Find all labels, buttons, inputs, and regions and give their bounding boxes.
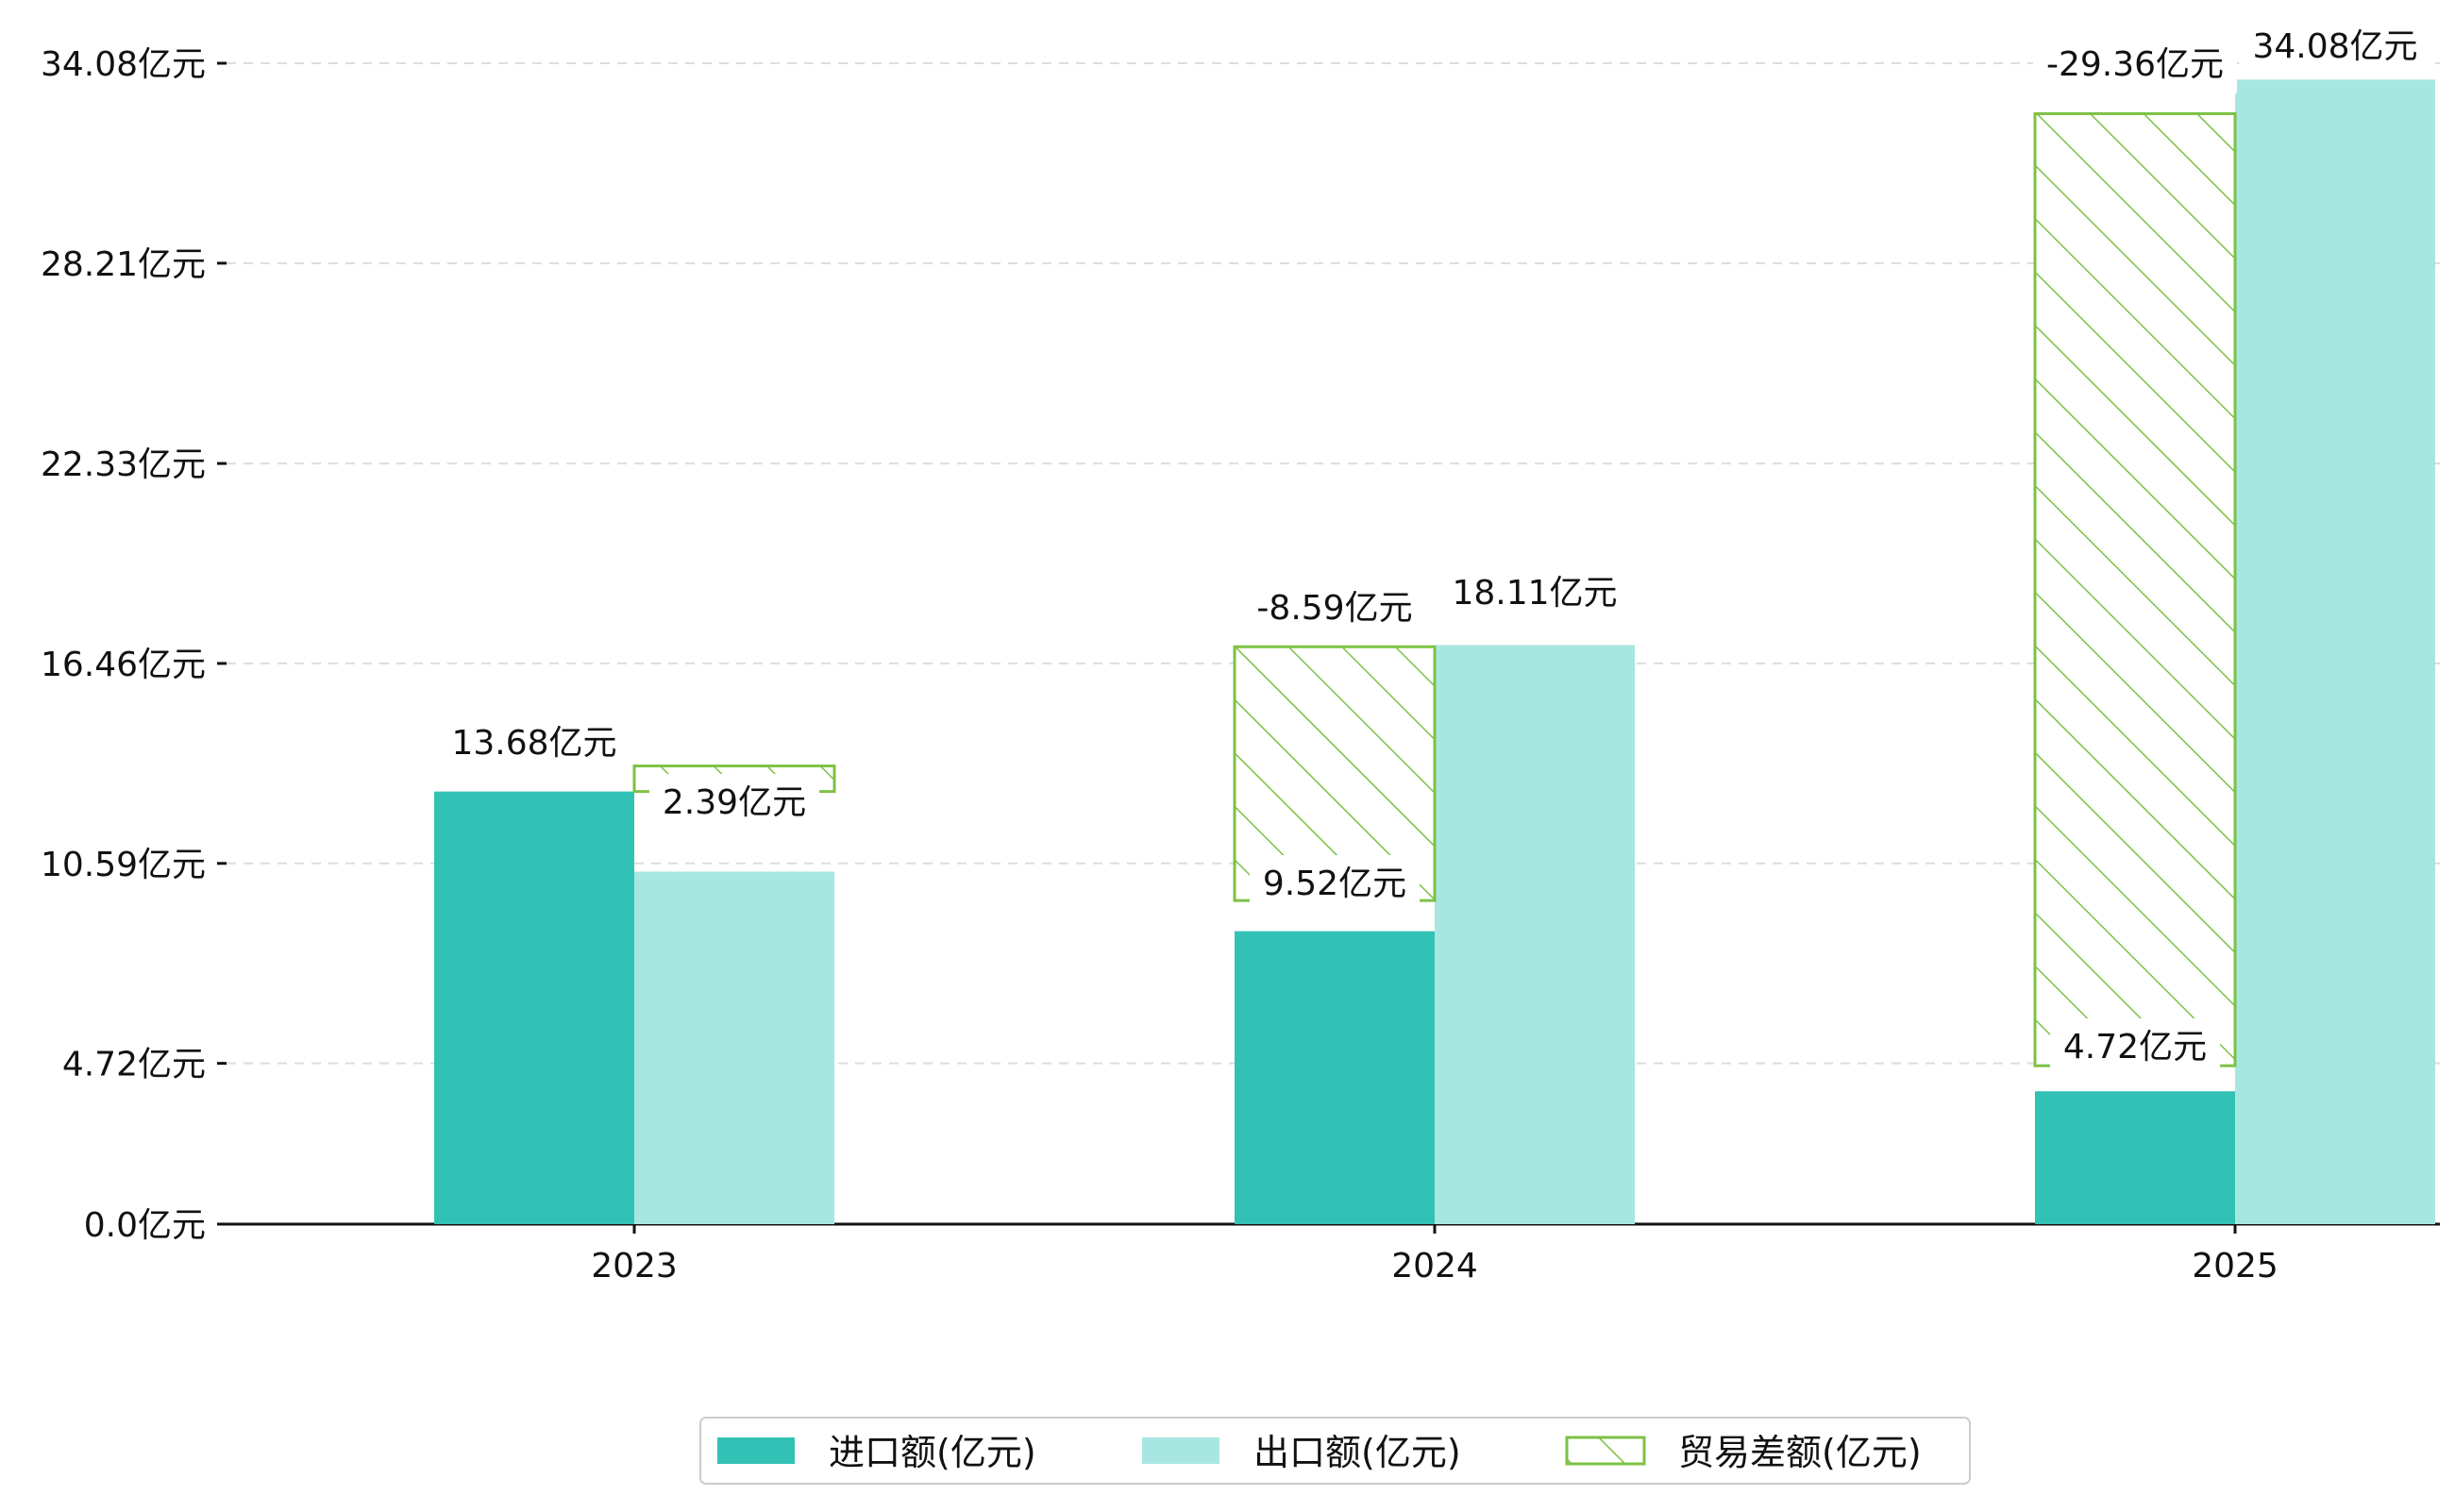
x-tick-label: 2023 bbox=[591, 1247, 678, 1285]
export-bar bbox=[634, 871, 834, 1224]
import-value-label: 13.68亿元 bbox=[438, 714, 631, 772]
legend-item: 贸易差额(亿元) bbox=[1565, 1432, 1922, 1473]
import-value-label-text: 9.52亿元 bbox=[1263, 865, 1406, 903]
value-labels: 13.68亿元 2.39亿元 9.52亿元 18.11亿元 -8.59亿元 4.72亿元 3… bbox=[438, 18, 2431, 1076]
legend-label: 进口额(亿元) bbox=[829, 1432, 1036, 1473]
balance-bar bbox=[2033, 111, 2237, 1067]
balance-value-label-bg bbox=[1243, 580, 1426, 637]
y-tick-label: 10.59亿元 bbox=[41, 846, 206, 884]
import-value-label-bg bbox=[2049, 1018, 2221, 1076]
x-axis: 2023 2024 2025 bbox=[591, 1224, 2278, 1285]
legend: 进口额(亿元) 出口额(亿元) 贸易差额(亿元) bbox=[699, 1417, 1971, 1485]
x-tick-label: 2024 bbox=[1391, 1247, 1478, 1285]
import-value-label-bg bbox=[438, 714, 631, 772]
balance-value-label-bg bbox=[2032, 36, 2238, 93]
export-value-label-text: 18.11亿元 bbox=[1452, 574, 1617, 613]
import-bar bbox=[2035, 1091, 2235, 1224]
export-value-label-text: 2.39亿元 bbox=[663, 783, 806, 822]
legend-item: 出口额(亿元) bbox=[1142, 1432, 1461, 1473]
import-bar bbox=[434, 791, 634, 1224]
balance-value-label-text: -29.36亿元 bbox=[2046, 45, 2224, 84]
balance-value-label: -29.36亿元 bbox=[2032, 36, 2238, 93]
y-tick-label: 34.08亿元 bbox=[41, 45, 206, 84]
y-tick-label: 4.72亿元 bbox=[62, 1046, 206, 1084]
import-value-label-text: 13.68亿元 bbox=[451, 724, 616, 763]
export-value-label: 34.08亿元 bbox=[2239, 18, 2431, 76]
legend-box bbox=[699, 1417, 1971, 1485]
import-value-label-text: 4.72亿元 bbox=[2063, 1028, 2207, 1067]
hatched-swatch-icon bbox=[1565, 1436, 1646, 1466]
y-axis: 0.0亿元 4.72亿元 10.59亿元 16.46亿元 22.33亿元 28.21亿元 3… bbox=[41, 45, 227, 1245]
import-value-label: 4.72亿元 bbox=[2049, 1018, 2221, 1076]
y-tick-label: 22.33亿元 bbox=[41, 445, 206, 484]
y-tick-label: 28.21亿元 bbox=[41, 245, 206, 284]
export-value-label: 18.11亿元 bbox=[1438, 564, 1631, 622]
import-value-label: 9.52亿元 bbox=[1249, 855, 1421, 913]
bars bbox=[434, 79, 2435, 1224]
balance-value-label: -8.59亿元 bbox=[1243, 580, 1426, 637]
export-value-label-bg bbox=[648, 774, 820, 832]
legend-label: 出口额(亿元) bbox=[1253, 1432, 1461, 1473]
export-value-label-text: 34.08亿元 bbox=[2252, 27, 2417, 66]
export-bar bbox=[1435, 645, 1635, 1224]
import-value-label-bg bbox=[1249, 855, 1421, 913]
teal-swatch-icon bbox=[717, 1437, 795, 1464]
legend-item: 进口额(亿元) bbox=[717, 1432, 1036, 1473]
x-tick-label: 2025 bbox=[2192, 1247, 2278, 1285]
export-value-label-bg bbox=[2239, 18, 2431, 76]
y-tick-label: 0.0亿元 bbox=[84, 1206, 206, 1245]
y-tick-label: 16.46亿元 bbox=[41, 646, 206, 684]
export-value-label-bg bbox=[1438, 564, 1631, 622]
export-value-label: 2.39亿元 bbox=[648, 774, 820, 832]
light-teal-swatch-icon bbox=[1142, 1437, 1219, 1464]
legend-label: 贸易差额(亿元) bbox=[1678, 1432, 1922, 1473]
import-bar bbox=[1235, 931, 1435, 1224]
balance-value-label-text: -8.59亿元 bbox=[1256, 589, 1412, 628]
export-bar bbox=[2235, 79, 2435, 1224]
